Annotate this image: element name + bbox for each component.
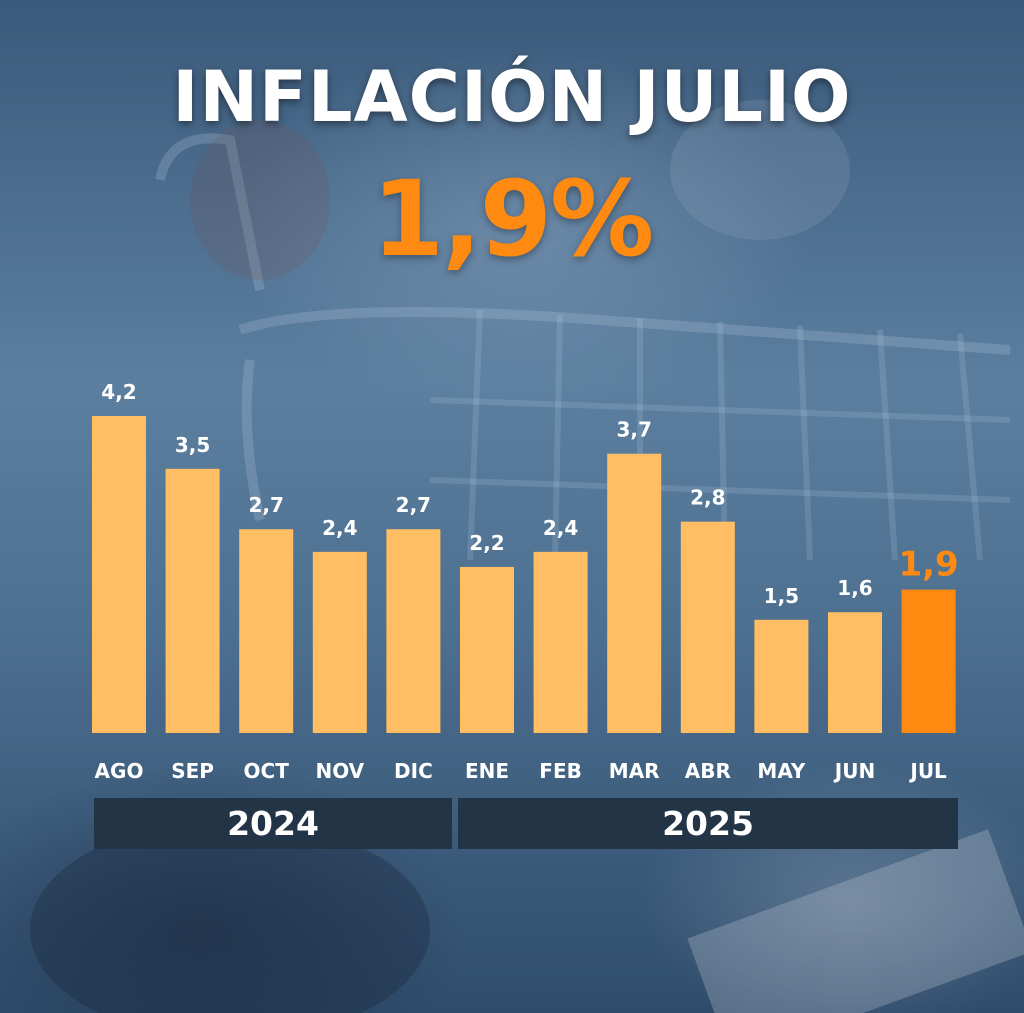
data-label-oct: 2,7	[248, 493, 283, 517]
data-label-ago: 4,2	[101, 380, 136, 404]
data-label-dic: 2,7	[396, 493, 431, 517]
year-band-2025: 2025	[458, 798, 958, 849]
data-label-nov: 2,4	[322, 516, 357, 540]
data-label-jun: 1,6	[837, 576, 872, 600]
headline-value: 1,9%	[371, 158, 654, 280]
bar-jul	[901, 589, 956, 733]
data-label-mar: 3,7	[616, 418, 651, 442]
bar-abr	[680, 521, 735, 733]
data-label-jul: 1,9	[898, 545, 958, 585]
tick-label-mar: MAR	[609, 759, 660, 783]
bar-ago	[92, 416, 146, 733]
page-title: INFLACIÓN JULIO	[172, 56, 852, 138]
data-label-abr: 2,8	[690, 486, 725, 510]
bar-jun	[828, 612, 882, 733]
tick-label-ene: ENE	[465, 759, 509, 783]
tick-label-may: MAY	[757, 759, 805, 783]
bar-oct	[239, 529, 294, 733]
tick-label-feb: FEB	[539, 759, 582, 783]
tick-label-jun: JUN	[833, 759, 875, 783]
bar-nov	[312, 551, 367, 733]
data-label-sep: 3,5	[175, 433, 210, 457]
bar-dic	[386, 529, 441, 733]
tick-label-jul: JUL	[908, 759, 947, 783]
data-label-feb: 2,4	[543, 516, 578, 540]
data-label-ene: 2,2	[469, 531, 504, 555]
bar-feb	[533, 551, 588, 733]
bar-sep	[165, 468, 220, 733]
tick-label-ago: AGO	[95, 759, 144, 783]
bar-may	[754, 619, 809, 733]
tick-label-dic: DIC	[394, 759, 433, 783]
year-band-2024: 2024	[94, 798, 452, 849]
bar-ene	[460, 566, 514, 733]
data-label-may: 1,5	[764, 584, 799, 608]
tick-label-abr: ABR	[685, 759, 731, 783]
tick-label-sep: SEP	[171, 759, 214, 783]
tick-label-nov: NOV	[315, 759, 364, 783]
tick-label-oct: OCT	[244, 759, 290, 783]
bar-mar	[607, 453, 662, 733]
